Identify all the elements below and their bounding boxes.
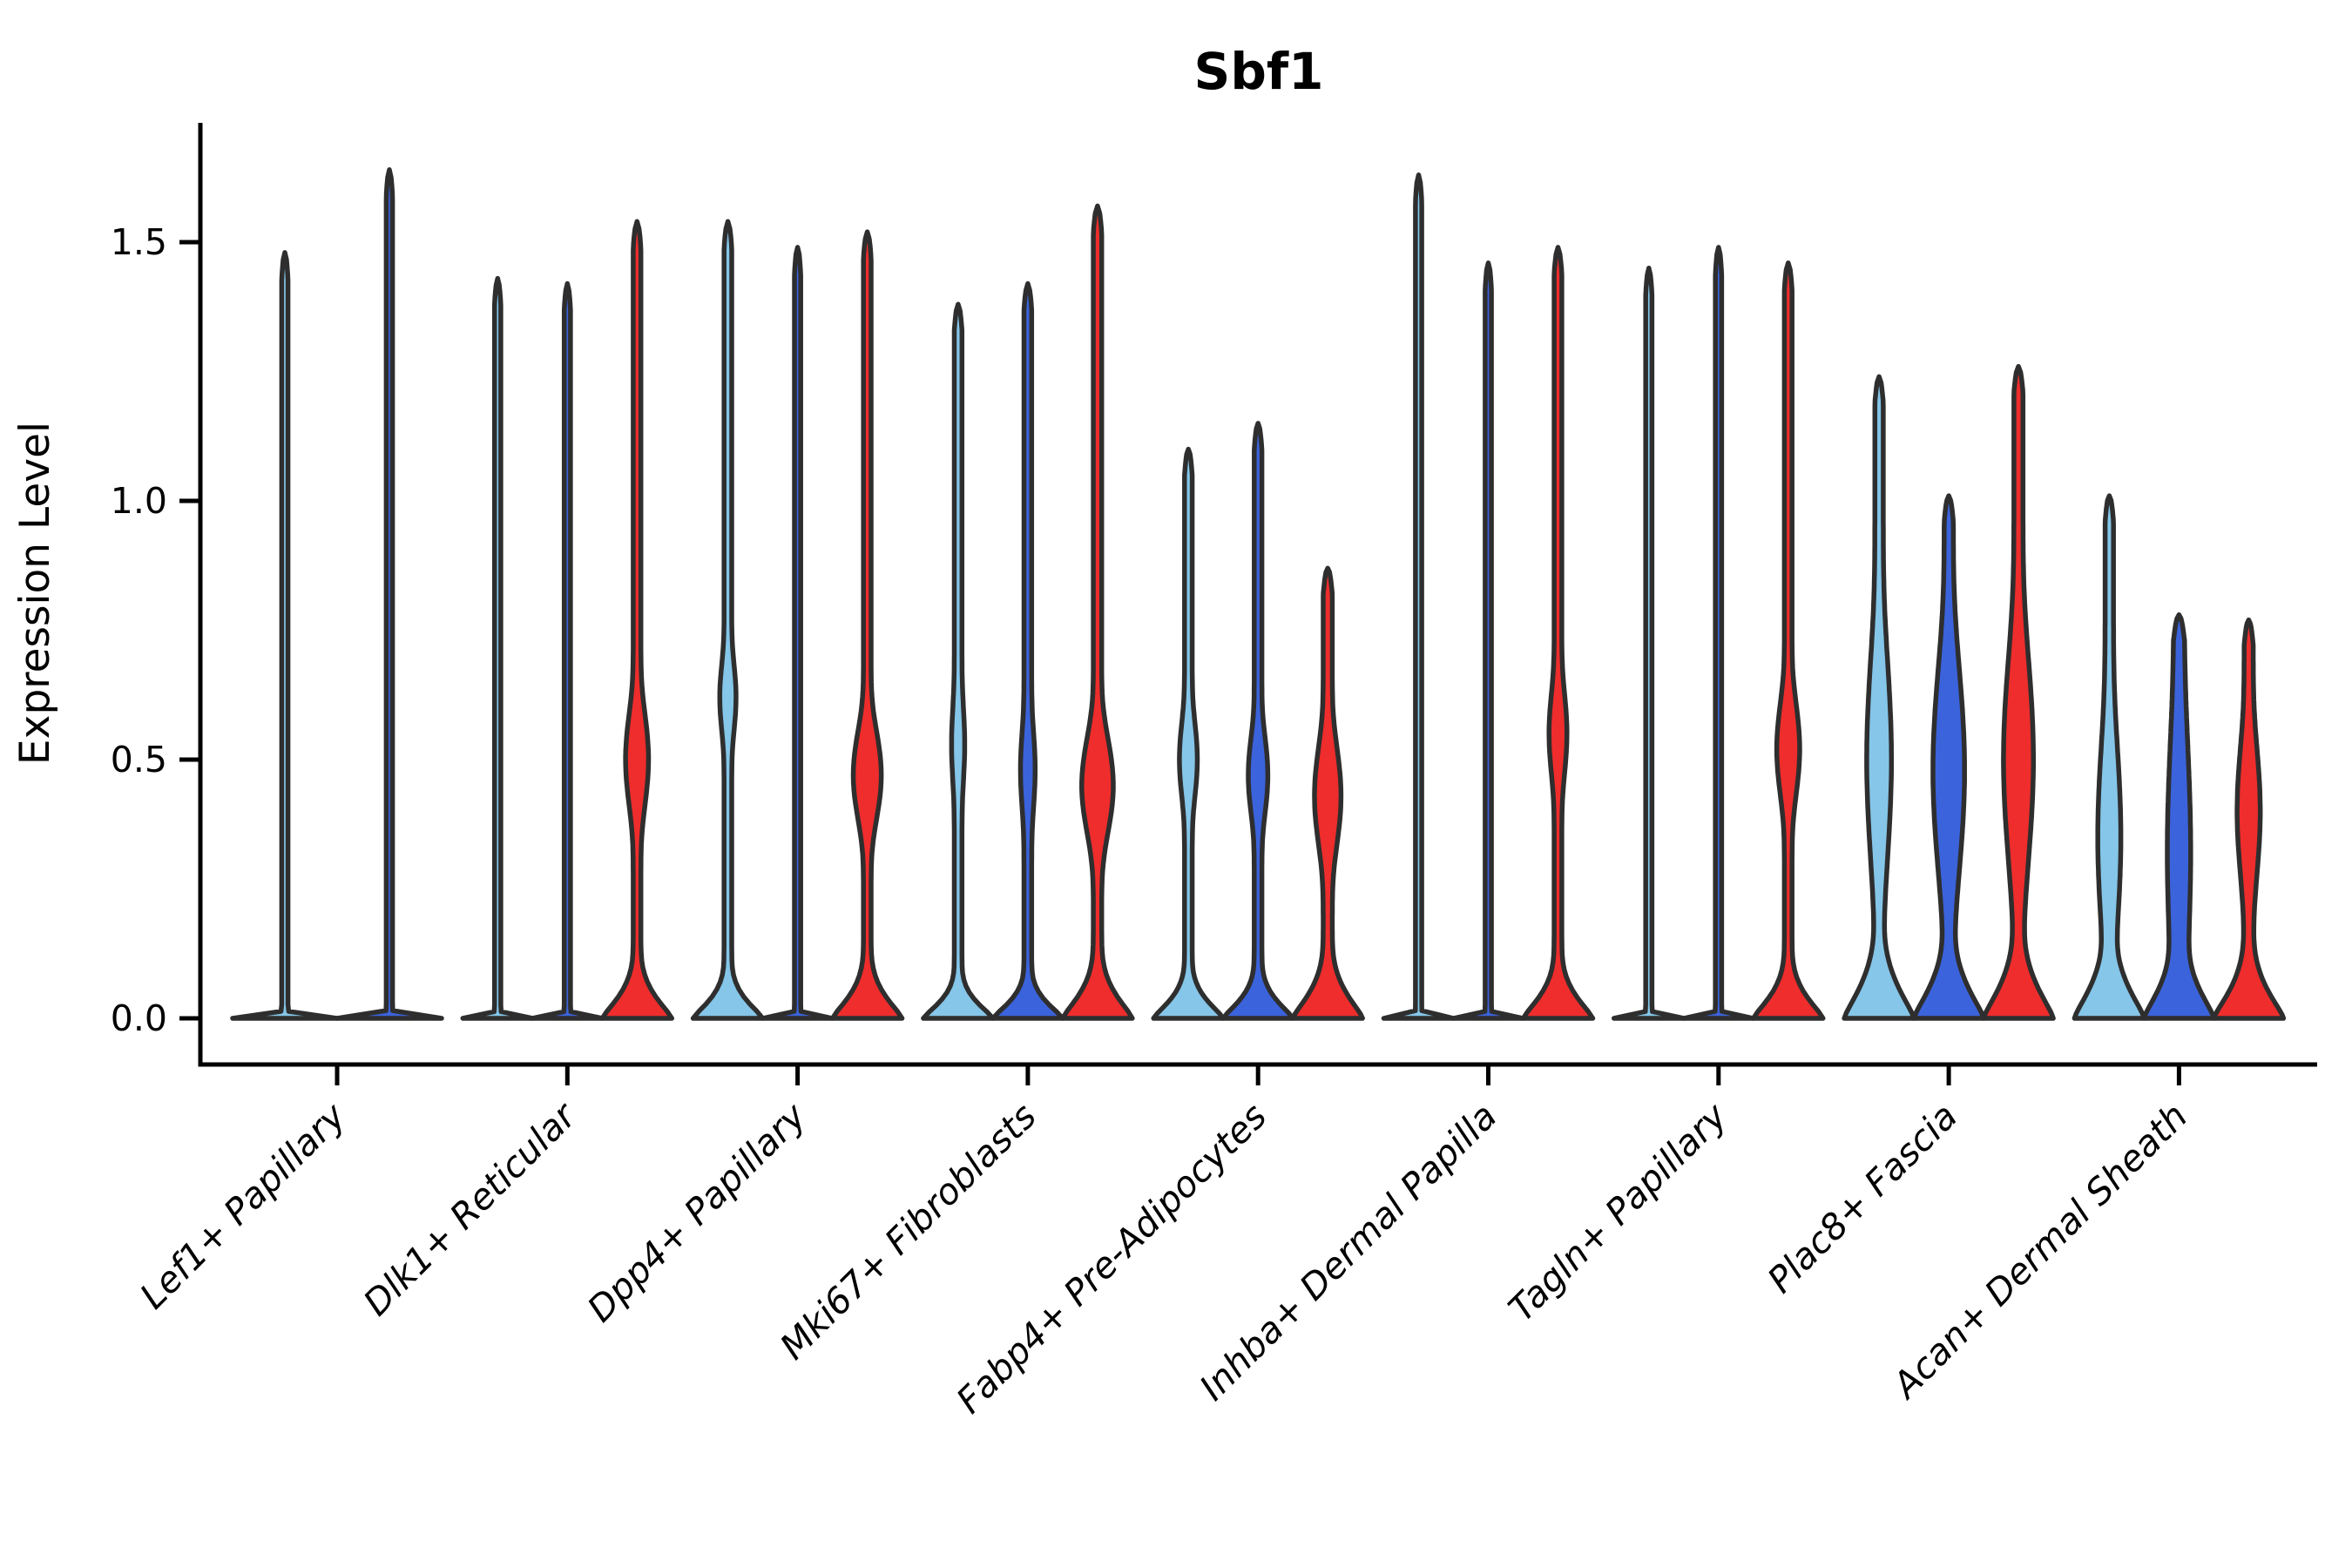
- violin-lef1-papillary-dark_blue: [335, 167, 444, 1021]
- violin-acan-dermal-sheath-red: [2211, 617, 2287, 1021]
- violin-acan-dermal-sheath-light_blue: [2072, 493, 2147, 1021]
- violin-fabp4-pre-adipocytes-light_blue: [1151, 446, 1226, 1021]
- violin-fabp4-pre-adipocytes-red: [1290, 565, 1365, 1021]
- x-tick-label-lef1-papillary: Lef1+ Papillary: [132, 1095, 354, 1317]
- violin-acan-dermal-sheath-dark_blue: [2141, 612, 2217, 1021]
- violins-layer: [230, 167, 2287, 1021]
- violin-dlk1-reticular-light_blue: [460, 275, 536, 1021]
- violin-mki67-fibroblasts-red: [1060, 203, 1135, 1021]
- y-axis-label: Expression Level: [11, 422, 59, 765]
- violin-plac8-fascia-dark_blue: [1911, 493, 1986, 1021]
- violin-fabp4-pre-adipocytes-dark_blue: [1220, 421, 1295, 1021]
- violin-inhba-dermal-papilla-red: [1520, 245, 1596, 1021]
- violin-tagln-papillary-dark_blue: [1681, 245, 1756, 1021]
- violin-plac8-fascia-red: [1981, 363, 2056, 1021]
- violin-tagln-papillary-light_blue: [1612, 265, 1686, 1021]
- violin-dpp4-papillary-dark_blue: [760, 245, 835, 1021]
- y-tick-label: 1.5: [111, 221, 167, 263]
- violin-tagln-papillary-red: [1751, 260, 1826, 1021]
- violin-mki67-fibroblasts-light_blue: [921, 301, 996, 1021]
- x-tick-label-plac8-fascia: Plac8+ Fascia: [1760, 1095, 1965, 1301]
- violin-lef1-papillary-light_blue: [230, 250, 340, 1021]
- x-tick-label-dpp4-papillary: Dpp4+ Papillary: [579, 1095, 814, 1330]
- violin-dlk1-reticular-red: [599, 219, 675, 1021]
- y-tick-label: 1.0: [111, 480, 167, 522]
- violin-dpp4-papillary-light_blue: [690, 219, 766, 1021]
- x-tick-label-mki67-fibroblasts: Mki67+ Fibroblasts: [772, 1095, 1044, 1368]
- y-axis-ticks: 0.0 0.5 1.0 1.5: [111, 221, 200, 1039]
- x-tick-label-tagln-papillary: Tagln+ Papillary: [1500, 1095, 1735, 1330]
- y-tick-label: 0.0: [111, 997, 167, 1039]
- violin-dlk1-reticular-dark_blue: [530, 280, 605, 1021]
- violin-dpp4-papillary-red: [829, 229, 905, 1021]
- violin-inhba-dermal-papilla-light_blue: [1381, 172, 1456, 1021]
- violin-inhba-dermal-papilla-dark_blue: [1450, 260, 1526, 1021]
- axes: [198, 123, 2317, 1067]
- axis-spines: [198, 123, 2317, 1067]
- chart-title: Sbf1: [1194, 42, 1324, 101]
- violin-plac8-fascia-light_blue: [1842, 374, 1916, 1021]
- violin-mki67-fibroblasts-dark_blue: [990, 280, 1065, 1021]
- x-tick-label-dlk1-reticular: Dlk1+ Reticular: [355, 1094, 585, 1324]
- y-tick-label: 0.5: [111, 739, 167, 781]
